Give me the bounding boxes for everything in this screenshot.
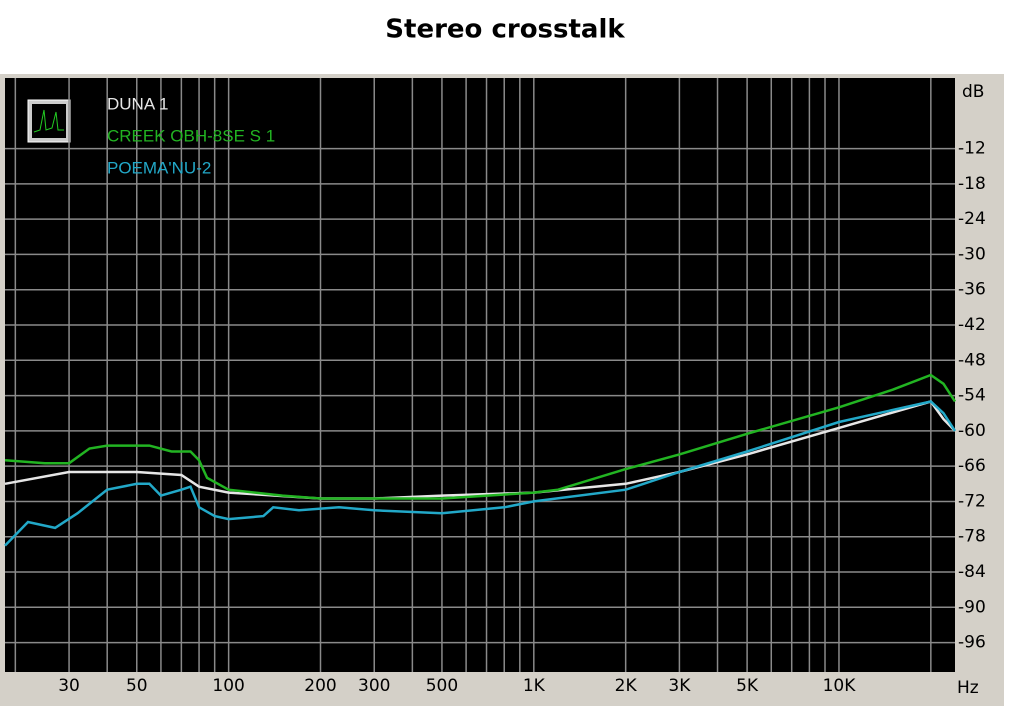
series-line	[4, 373, 957, 500]
x-tick-label: 1K	[523, 676, 546, 696]
x-tick-label: 5K	[736, 676, 759, 696]
x-tick-label: 300	[358, 676, 390, 696]
y-tick-label: -36	[958, 280, 986, 300]
y-tick-label: -54	[958, 386, 986, 406]
y-tick-label: -48	[958, 350, 986, 370]
legend-label: CREEK OBH-8SE S 1	[107, 126, 275, 145]
y-tick-label: -78	[958, 527, 986, 547]
x-tick-label: 10K	[823, 676, 857, 696]
y-tick-label: -30	[958, 244, 986, 264]
x-tick-label: 2K	[615, 676, 638, 696]
legend-label: POEMA'NU-2	[107, 158, 211, 177]
y-tick-label: -96	[958, 633, 986, 653]
y-tick-label: -24	[958, 209, 986, 229]
x-tick-label: 30	[58, 676, 80, 696]
y-tick-label: -42	[958, 315, 986, 335]
series-line	[4, 400, 956, 500]
x-tick-label: 3K	[668, 676, 691, 696]
y-tick-label: -60	[958, 421, 986, 441]
y-tick-label: -18	[958, 174, 986, 194]
legend-icon	[27, 99, 71, 143]
x-tick-label: 200	[304, 676, 336, 696]
x-unit: Hz	[957, 678, 979, 698]
y-tick-label: -90	[958, 597, 986, 617]
chart-title: Stereo crosstalk	[385, 15, 625, 45]
y-tick-label: -84	[958, 562, 986, 582]
x-tick-label: 100	[212, 676, 244, 696]
plot-area	[5, 78, 955, 672]
x-tick-label: 50	[126, 676, 148, 696]
y-tick-label: -72	[958, 491, 986, 511]
y-tick-label: -12	[958, 139, 986, 159]
y-unit: dB	[962, 82, 984, 102]
legend-label: DUNA 1	[107, 94, 168, 113]
y-tick-label: -66	[958, 456, 986, 476]
x-tick-label: 500	[426, 676, 458, 696]
series-line	[4, 400, 957, 547]
